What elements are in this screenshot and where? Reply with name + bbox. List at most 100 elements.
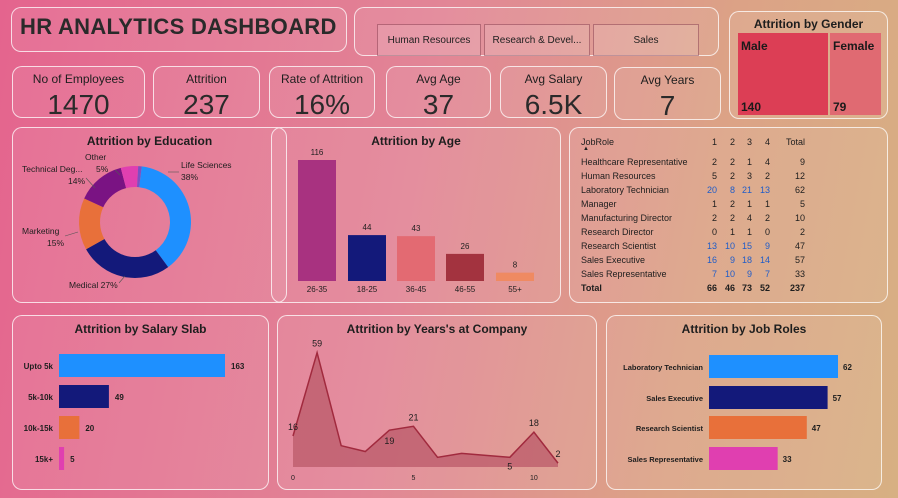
salary-tick-label: Upto 5k bbox=[24, 362, 54, 371]
salary-bar[interactable] bbox=[59, 354, 225, 377]
age-bar[interactable] bbox=[298, 160, 336, 281]
table-cell-value: 2 bbox=[729, 171, 735, 181]
salary-bar-value: 49 bbox=[115, 393, 124, 402]
table-cell-total: 10 bbox=[794, 213, 805, 223]
table-cell-value: 2 bbox=[729, 213, 735, 223]
slicer-human-resources[interactable]: Human Resources bbox=[377, 24, 481, 56]
years-point-label: 2 bbox=[555, 449, 560, 459]
salary-tick-label: 10k-15k bbox=[24, 424, 54, 433]
kpi-value: 37 bbox=[422, 89, 455, 120]
table-cell-role: Sales Representative bbox=[581, 269, 667, 279]
header-col-3: 3 bbox=[746, 137, 752, 147]
jobrole-bar[interactable] bbox=[709, 386, 828, 409]
jobrole-bar[interactable] bbox=[709, 355, 838, 378]
donut-slice[interactable] bbox=[136, 166, 142, 188]
gender-male-label: Male bbox=[741, 39, 768, 53]
years-point-label: 21 bbox=[408, 412, 418, 422]
table-cell-value: 2 bbox=[729, 157, 735, 167]
jobrole-bar[interactable] bbox=[709, 447, 778, 470]
gender-male-value: 140 bbox=[741, 100, 762, 114]
jobrole-tick-label: Sales Executive bbox=[646, 394, 703, 403]
age-bar[interactable] bbox=[348, 235, 386, 281]
years-line[interactable] bbox=[292, 349, 559, 464]
salary-bar[interactable] bbox=[59, 416, 80, 439]
kpi-avg-age: Avg Age 37 bbox=[386, 66, 491, 120]
table-cell-role: Laboratory Technician bbox=[581, 185, 669, 195]
table-cell-total: 33 bbox=[794, 269, 805, 279]
gender-male-tile[interactable] bbox=[738, 33, 828, 115]
table-cell-value: 1 bbox=[746, 199, 752, 209]
table-total-row[interactable]: Total 66 46 73 52 237 bbox=[581, 283, 809, 296]
table-cell-role: Human Resources bbox=[581, 171, 656, 181]
table-cell-role: Sales Executive bbox=[581, 255, 646, 265]
table-cell-value: 20 bbox=[706, 185, 717, 195]
kpi-avg-salary: Avg Salary 6.5K bbox=[500, 66, 607, 120]
edu-label-marketing: Marketing bbox=[22, 226, 60, 236]
age-bar[interactable] bbox=[496, 272, 534, 281]
table-cell-value: 7 bbox=[764, 269, 770, 279]
age-title: Attrition by Age bbox=[371, 134, 461, 148]
table-row[interactable]: Laboratory Technician 20 8 21 13 62 bbox=[581, 185, 809, 198]
donut-slice[interactable] bbox=[139, 166, 192, 268]
age-bar[interactable] bbox=[397, 236, 435, 281]
header-jobrole[interactable]: JobRole bbox=[581, 137, 615, 147]
kpi-rate: Rate of Attrition 16% bbox=[269, 66, 375, 120]
kpi-attrition: Attrition 237 bbox=[153, 66, 260, 120]
jobrole-tick-label: Research Scientist bbox=[636, 424, 704, 433]
education-title: Attrition by Education bbox=[86, 134, 213, 148]
header-total: Total bbox=[785, 137, 805, 147]
table-cell-value: 14 bbox=[759, 255, 770, 265]
salary-bar[interactable] bbox=[59, 447, 65, 470]
table-cell-value: 2 bbox=[711, 157, 717, 167]
sort-arrow-icon[interactable]: ▲ bbox=[583, 146, 589, 152]
age-bar[interactable] bbox=[446, 253, 484, 281]
table-row[interactable]: Research Scientist 13 10 15 9 47 bbox=[581, 241, 809, 254]
donut-slice[interactable] bbox=[84, 167, 127, 208]
table-cell-value: 1 bbox=[729, 227, 735, 237]
table-cell-value: 1 bbox=[764, 199, 770, 209]
kpi-label: No of Employees bbox=[32, 72, 125, 86]
table-row[interactable]: Manufacturing Director 2 2 4 2 10 bbox=[581, 213, 809, 226]
kpi-value: 7 bbox=[659, 90, 676, 121]
table-cell-total: 2 bbox=[799, 227, 805, 237]
table-row[interactable]: Sales Representative 7 10 9 7 33 bbox=[581, 269, 809, 282]
gender-female-tile[interactable] bbox=[830, 33, 881, 115]
table-row[interactable]: Sales Executive 16 9 18 14 57 bbox=[581, 255, 809, 268]
kpi-employees: No of Employees 1470 bbox=[12, 66, 145, 120]
jobrole-tick-label: Laboratory Technician bbox=[623, 363, 703, 372]
jobrole-table: JobRole 1 2 3 4 Total ▲ Healthcare Repre… bbox=[581, 137, 811, 297]
table-cell-role: Total bbox=[581, 283, 602, 293]
table-cell-total: 237 bbox=[789, 283, 805, 293]
jobroles-title: Attrition by Job Roles bbox=[681, 322, 807, 336]
kpi-label: Avg Salary bbox=[524, 72, 583, 86]
salary-tick-label: 5k-10k bbox=[28, 393, 53, 402]
table-cell-value: 0 bbox=[711, 227, 717, 237]
table-cell-total: 9 bbox=[799, 157, 805, 167]
donut-slice[interactable] bbox=[79, 198, 105, 250]
table-row[interactable]: Manager 1 2 1 1 5 bbox=[581, 199, 809, 212]
years-point-label: 59 bbox=[312, 339, 322, 349]
slicer-sales[interactable]: Sales bbox=[593, 24, 699, 56]
jobrole-bar-value: 57 bbox=[833, 394, 842, 403]
table-cell-value: 0 bbox=[764, 227, 770, 237]
jobrole-bar[interactable] bbox=[709, 416, 807, 439]
salary-bar[interactable] bbox=[59, 385, 109, 408]
slicer-research-development[interactable]: Research & Devel... bbox=[484, 24, 590, 56]
age-bar-value: 8 bbox=[513, 261, 518, 270]
table-cell-role: Manager bbox=[581, 199, 617, 209]
edu-label-other-pct: 5% bbox=[96, 164, 109, 174]
kpi-label: Avg Age bbox=[416, 72, 461, 86]
table-row[interactable]: Research Director 0 1 1 0 2 bbox=[581, 227, 809, 240]
donut-slice[interactable] bbox=[120, 166, 139, 189]
table-cell-role: Research Director bbox=[581, 227, 654, 237]
donut-slice[interactable] bbox=[86, 239, 169, 278]
table-cell-value: 3 bbox=[746, 171, 752, 181]
edu-label-other: Other bbox=[85, 152, 106, 162]
age-bar-value: 26 bbox=[461, 242, 470, 251]
edu-label-tech: Technical Deg... bbox=[22, 164, 82, 174]
table-row[interactable]: Healthcare Representative 2 2 1 4 9 bbox=[581, 157, 809, 170]
table-row[interactable]: Human Resources 5 2 3 2 12 bbox=[581, 171, 809, 184]
gender-female-label: Female bbox=[833, 39, 875, 53]
